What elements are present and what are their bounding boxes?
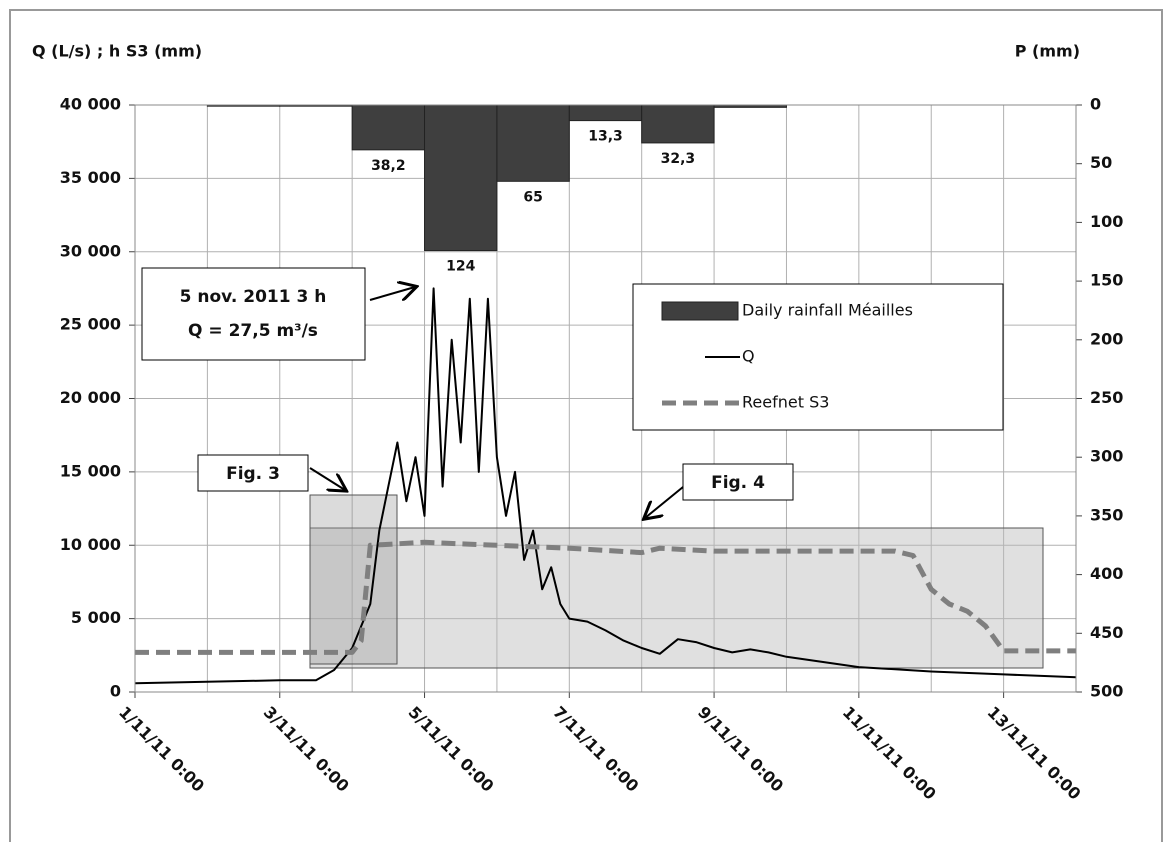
annotation: Q = 27,5 m³/s: [188, 321, 318, 341]
legend-label: Daily rainfall Méailles: [742, 301, 913, 320]
y-tick-label: 10 000: [60, 535, 121, 554]
annotation-arrow: [645, 486, 684, 518]
y2-tick-label: 300: [1090, 447, 1123, 466]
fig3-box: [197, 454, 309, 492]
bar: [641, 104, 715, 144]
legend-swatch: [661, 301, 739, 321]
y-tick-label: 25 000: [60, 315, 121, 334]
y-tick-label: 20 000: [60, 388, 121, 407]
annotation: Fig. 4: [711, 473, 765, 493]
legend-label: Reefnet S3: [742, 393, 829, 412]
bar: [496, 104, 570, 182]
y-tick-label: 35 000: [60, 168, 121, 187]
y2-tick-label: 500: [1090, 682, 1123, 701]
line-series: [135, 539, 1076, 655]
y2-axis-title: P (mm): [1015, 42, 1080, 61]
y2-tick-label: 450: [1090, 623, 1123, 642]
y2-tick-label: 400: [1090, 564, 1123, 583]
annotation-arrow: [369, 287, 415, 300]
y2-tick-label: 250: [1090, 388, 1123, 407]
annotation: 5 nov. 2011 3 h: [180, 287, 327, 307]
legend-label: Q: [742, 347, 755, 366]
y2-tick-label: 100: [1090, 212, 1123, 231]
y-axis-title: Q (L/s) ; h S3 (mm): [32, 42, 202, 61]
data-label: 32,3: [661, 151, 696, 167]
bar: [351, 104, 426, 151]
y-tick-label: 40 000: [60, 95, 121, 114]
peak-annotation-box: [141, 267, 366, 361]
y2-tick-label: 150: [1090, 271, 1123, 290]
bar: [424, 104, 498, 252]
y-tick-label: 5 000: [71, 608, 121, 627]
y2-tick-label: 200: [1090, 329, 1123, 348]
data-label: 13,3: [588, 129, 623, 145]
annotation: Fig. 3: [226, 464, 280, 484]
legend-entries: Daily rainfall Méailles Q Reefnet S3: [661, 301, 913, 412]
y-tick-label: 0: [110, 682, 121, 701]
lines: [134, 287, 1077, 685]
fig3-region: [309, 494, 398, 665]
y-tick-label: 30 000: [60, 241, 121, 260]
bar: [568, 104, 643, 122]
plot-border: [134, 104, 1077, 693]
y2-tick-label: 350: [1090, 505, 1123, 524]
data-label: 124: [446, 259, 475, 275]
fig4-box: [682, 463, 794, 501]
annotation-arrow: [309, 467, 345, 490]
marks: 38,2 124 65 13,3 32,3: [206, 104, 787, 275]
line-series: [134, 287, 1077, 685]
y2-tick-label: 50: [1090, 153, 1112, 172]
data-label: 38,2: [371, 158, 406, 174]
y-tick-label: 15 000: [60, 461, 121, 480]
y2-tick-label: 0: [1090, 95, 1101, 114]
data-label: 65: [523, 189, 542, 205]
